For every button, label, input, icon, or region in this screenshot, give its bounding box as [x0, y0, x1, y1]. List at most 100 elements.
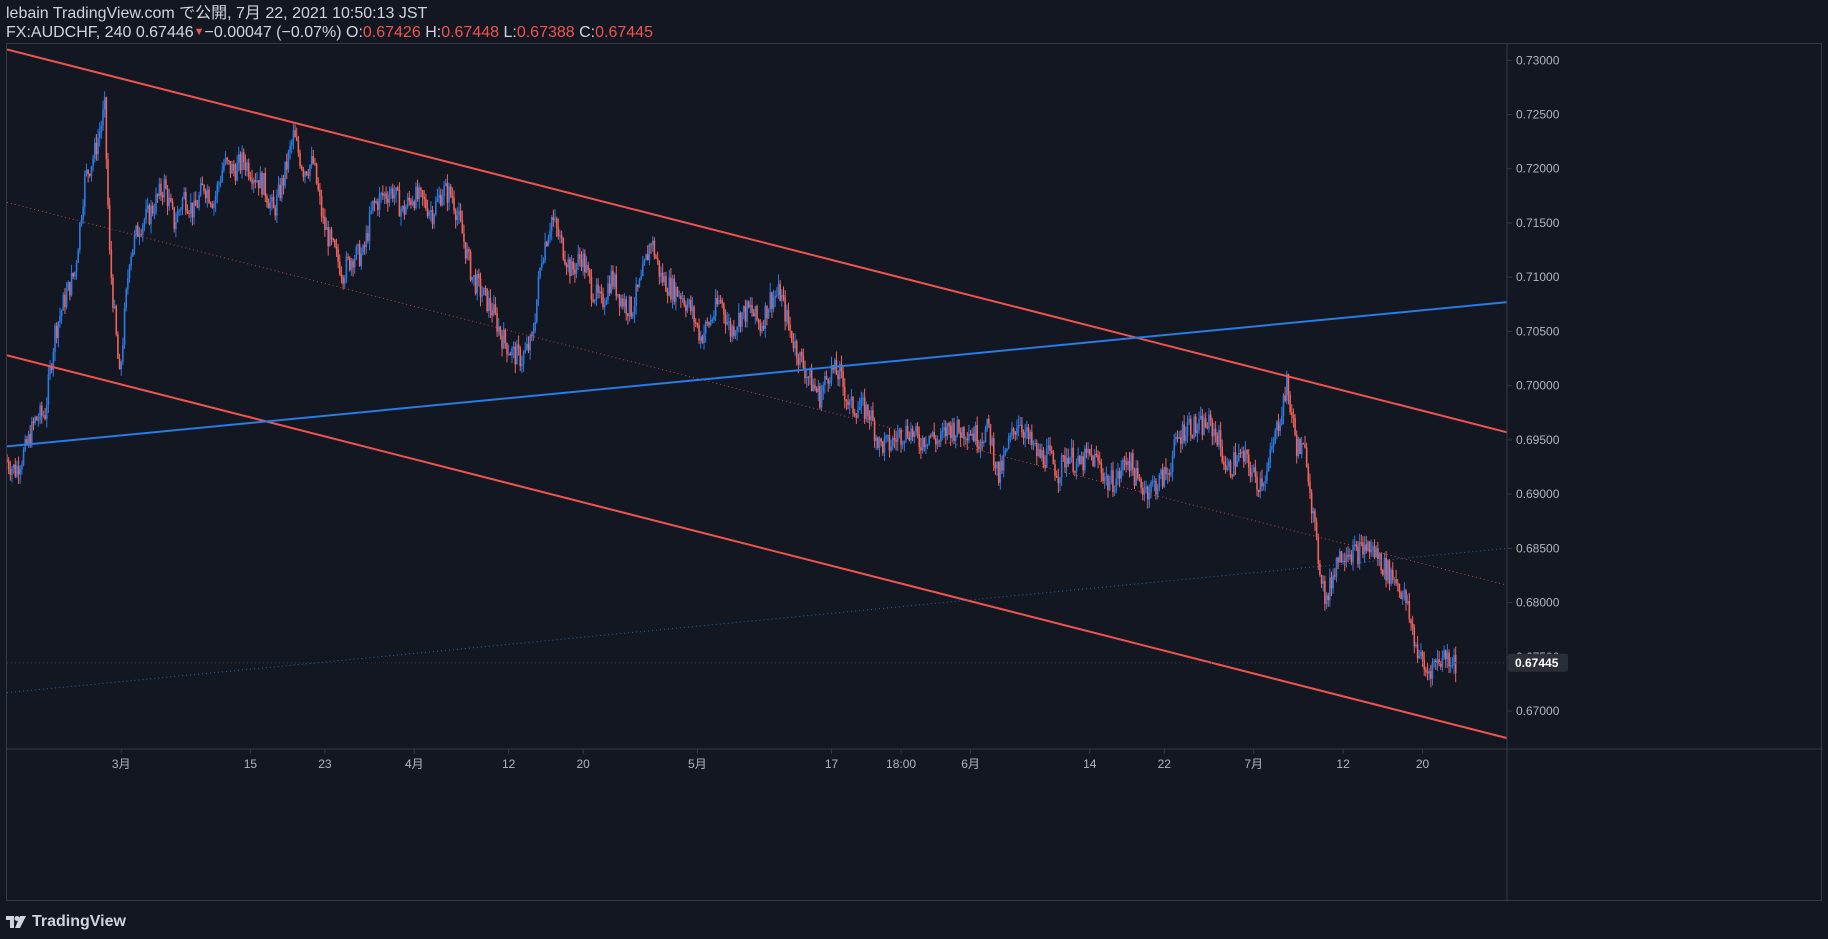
candle-body	[569, 258, 571, 277]
candle-up	[262, 172, 265, 195]
candle-up	[130, 252, 132, 271]
candle-body	[1418, 655, 1421, 659]
candle-body	[1425, 669, 1427, 672]
candle-up	[122, 337, 124, 366]
candle-down	[413, 199, 416, 211]
candle-down	[266, 193, 268, 208]
candle-up	[1431, 658, 1434, 686]
candle-body	[444, 183, 447, 186]
trendline-channel-mid[interactable]	[7, 201, 1508, 586]
candle-down	[1317, 533, 1320, 571]
candle-up	[529, 333, 531, 360]
candle-up	[325, 217, 328, 230]
candle-up	[1218, 425, 1220, 450]
candle-up	[559, 229, 561, 244]
candle-body	[875, 437, 878, 441]
plot-area[interactable]	[7, 48, 1508, 740]
candle-up	[1241, 446, 1243, 459]
candle-body	[1204, 418, 1207, 428]
candle-up	[1122, 457, 1124, 476]
candle-body	[1269, 449, 1272, 463]
candle-down	[1161, 463, 1164, 489]
candle-up	[329, 226, 331, 247]
candle-up	[668, 269, 671, 297]
price-chart[interactable]: 0.730000.725000.720000.715000.710000.705…	[7, 44, 1823, 902]
candle-up	[97, 129, 99, 161]
candle-up	[910, 422, 912, 444]
candle-up	[1403, 582, 1406, 601]
candle-body	[506, 343, 508, 355]
candle-up	[681, 291, 684, 303]
candle-up	[466, 242, 469, 261]
candle-body	[1088, 449, 1091, 455]
candle-down	[519, 345, 522, 372]
trendline-support-rising[interactable]	[7, 301, 1508, 448]
candle-down	[1320, 574, 1323, 589]
candle-up	[964, 436, 967, 445]
candle-body	[218, 183, 220, 185]
candle-up	[492, 294, 495, 317]
candle-body	[1410, 619, 1412, 624]
candle-down	[880, 437, 882, 447]
candle-body	[115, 306, 118, 335]
candle-down	[1088, 448, 1091, 457]
candle-body	[746, 301, 748, 322]
candle-down	[1224, 456, 1227, 474]
candle-down	[1125, 452, 1128, 473]
candle-body	[1097, 455, 1099, 461]
tradingview-branding[interactable]: TradingView	[6, 913, 126, 931]
candle-body	[120, 362, 123, 370]
candle-up	[772, 289, 775, 313]
candle-down	[398, 182, 401, 217]
candle-body	[1367, 541, 1369, 551]
candle-up	[128, 263, 131, 283]
chart-frame[interactable]: 0.73000 0.72500 0.72000 0.71500 0.71000 0.705…	[6, 43, 1823, 902]
candle-body	[476, 273, 478, 294]
candle-body	[936, 440, 939, 445]
candle-body	[771, 292, 773, 309]
candle-body	[175, 222, 177, 230]
candle-body	[501, 335, 503, 349]
candle-down	[1435, 658, 1437, 670]
symbol-interval[interactable]: FX:AUDCHF, 240	[6, 24, 136, 41]
candle-down	[1330, 571, 1333, 597]
trendline-channel-upper[interactable]	[7, 48, 1508, 434]
candle-down	[802, 348, 805, 371]
candle-body	[660, 272, 662, 277]
candle-body	[1257, 489, 1260, 492]
candle-body	[1115, 478, 1118, 491]
candle-body	[290, 141, 293, 146]
candle-down	[319, 182, 321, 205]
trendline-support-rising-parallel[interactable]	[7, 547, 1508, 694]
candle-body	[189, 202, 192, 214]
candle-up	[526, 336, 528, 351]
candle-body	[102, 109, 104, 126]
candle-down	[312, 149, 315, 165]
candle-down	[1249, 461, 1252, 483]
candle-up	[1353, 535, 1356, 551]
candle-up	[905, 419, 907, 444]
candle-body	[928, 435, 930, 445]
candle-down	[297, 135, 300, 157]
candle-body	[231, 164, 233, 174]
candle-body	[443, 185, 445, 197]
candle-down	[729, 317, 732, 342]
candle-body	[1170, 472, 1172, 475]
candle-body	[1145, 486, 1147, 490]
candle-up	[193, 192, 195, 225]
candle-body	[655, 256, 657, 259]
candle-down	[506, 342, 508, 363]
candle-up	[878, 436, 881, 457]
candle-body	[1060, 455, 1063, 478]
candle-up	[380, 191, 382, 203]
trendline-channel-lower[interactable]	[7, 354, 1508, 740]
candle-down	[766, 305, 768, 326]
candle-body	[1208, 414, 1210, 429]
candle-body	[519, 348, 522, 367]
candle-body	[1185, 435, 1187, 441]
candle-body	[17, 465, 20, 475]
candle-down	[509, 351, 512, 356]
candle-body	[781, 295, 783, 301]
candle-up	[617, 294, 619, 299]
candle-up	[767, 308, 770, 319]
